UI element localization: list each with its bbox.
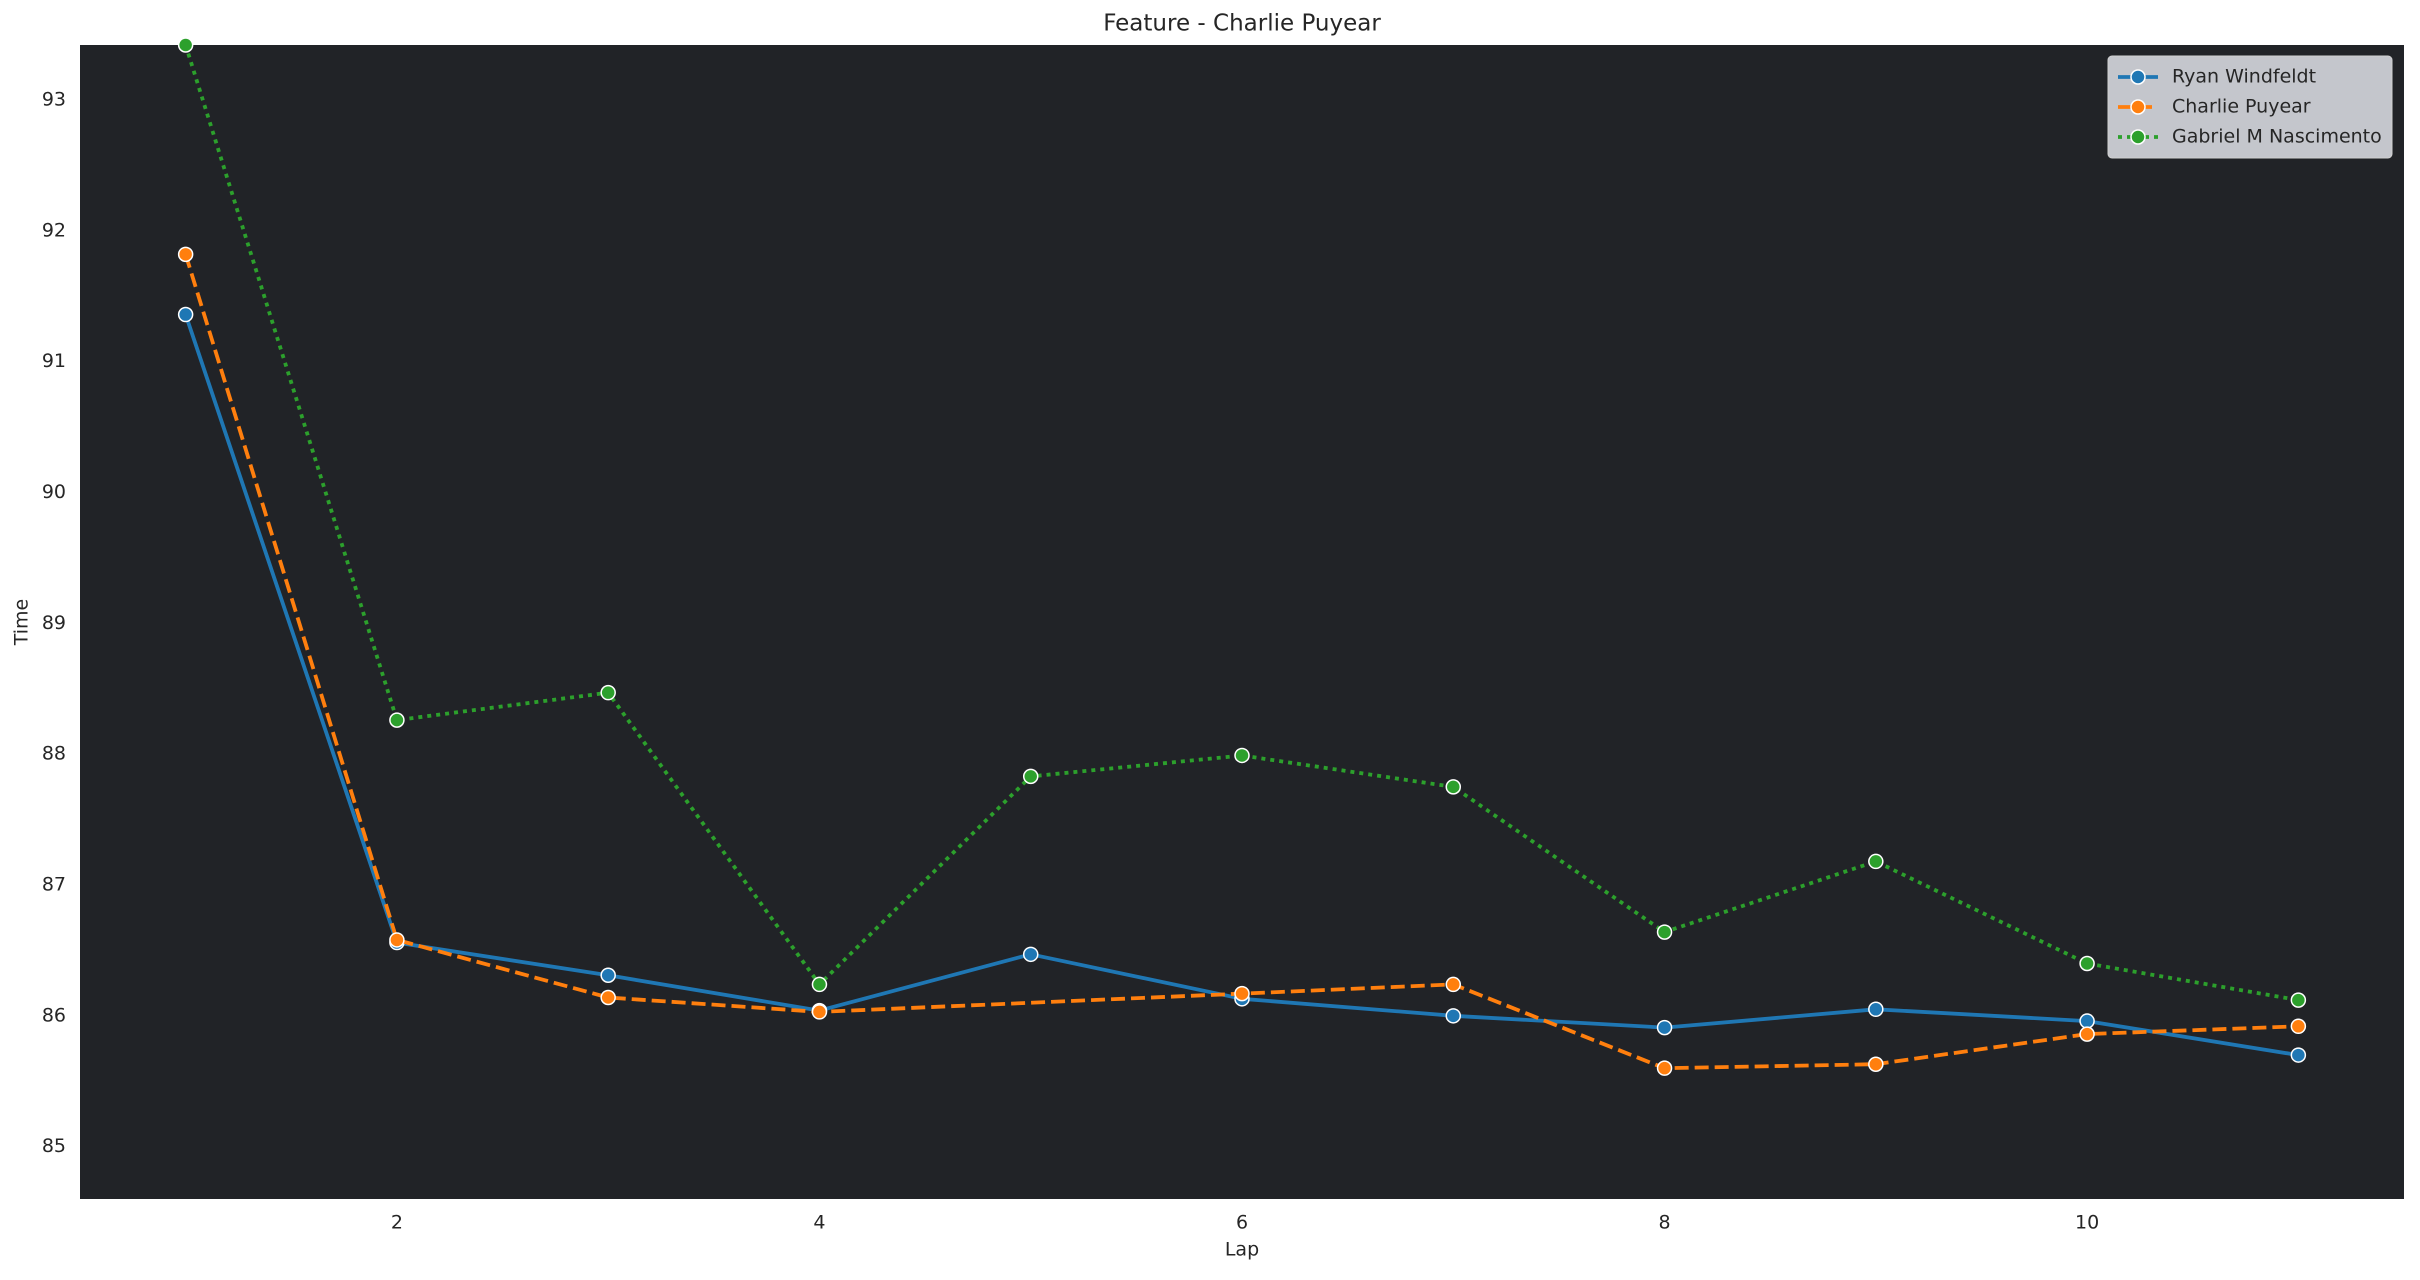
legend-label: Charlie Puyear	[2172, 96, 2311, 118]
y-tick-label: 92	[42, 219, 66, 241]
x-tick-label: 8	[1658, 1212, 1670, 1234]
point	[811, 1004, 828, 1020]
point	[177, 306, 194, 323]
point	[177, 246, 194, 263]
legend-marker	[2130, 69, 2146, 85]
point	[2290, 1047, 2307, 1063]
y-tick-label: 90	[42, 481, 66, 503]
point	[600, 989, 616, 1006]
point	[1234, 985, 1250, 1002]
legend-label: Ryan Windfeldt	[2172, 66, 2316, 88]
legend-marker	[2130, 129, 2146, 145]
x-tick-label: 4	[813, 1212, 825, 1234]
y-tick-label: 88	[42, 743, 66, 765]
point	[389, 712, 405, 728]
y-tick-label: 87	[42, 873, 66, 895]
point	[1656, 1019, 1673, 1036]
y-tick-label: 85	[42, 1135, 66, 1157]
legend-marker	[2130, 99, 2146, 115]
x-tick-label: 6	[1236, 1212, 1248, 1234]
point	[2290, 992, 2307, 1008]
legend-label: Gabriel M Nascimento	[2172, 126, 2382, 148]
chart-title: Feature - Charlie Puyear	[1103, 11, 1381, 37]
point	[2079, 1013, 2095, 1029]
point	[811, 976, 828, 993]
point	[1868, 853, 1884, 870]
point	[600, 967, 616, 984]
legend-box	[2107, 55, 2393, 159]
y-tick-label: 93	[42, 88, 66, 110]
point	[1656, 924, 1673, 940]
series-line	[183, 44, 2299, 1002]
point	[1656, 1060, 1673, 1076]
point	[1445, 976, 1462, 993]
plot-area	[80, 45, 2404, 1199]
series-line	[183, 253, 2299, 1071]
point	[1868, 1056, 1884, 1072]
point	[2079, 1026, 2095, 1042]
x-tick-label: 2	[391, 1212, 403, 1234]
y-tick-label: 91	[42, 350, 66, 372]
point	[177, 37, 194, 53]
point	[389, 932, 405, 948]
point	[2079, 955, 2095, 972]
x-axis-label: Lap	[1225, 1239, 1259, 1261]
point	[600, 684, 616, 701]
y-axis-label: Time	[11, 599, 33, 647]
point	[1022, 768, 1039, 785]
x-tick-label: 10	[2075, 1212, 2099, 1234]
y-tick-label: 89	[42, 612, 66, 634]
y-tick-label: 86	[42, 1004, 66, 1026]
point	[1445, 1008, 1462, 1024]
point	[1868, 1001, 1884, 1018]
point	[1022, 946, 1039, 963]
point	[2290, 1018, 2307, 1035]
point	[1234, 747, 1250, 764]
point	[1445, 779, 1462, 795]
